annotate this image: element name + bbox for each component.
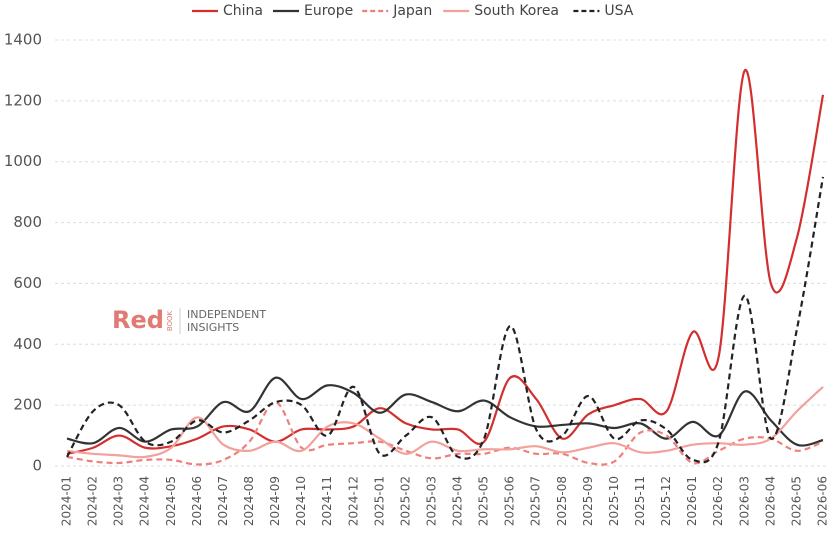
x-tick-label: 2024-10 xyxy=(294,476,308,526)
watermark-line: INSIGHTS xyxy=(187,321,239,334)
legend-label: China xyxy=(223,3,263,19)
watermark-sub: BOOK xyxy=(166,310,174,331)
x-tick-label: 2024-05 xyxy=(164,476,178,526)
legend-label: South Korea xyxy=(474,3,559,19)
x-tick-label: 2026-02 xyxy=(711,476,725,526)
x-tick-label: 2024-02 xyxy=(86,476,100,526)
x-tick-label: 2026-03 xyxy=(737,476,751,526)
x-tick-label: 2026-05 xyxy=(789,476,803,526)
x-tick-label: 2025-03 xyxy=(424,476,438,526)
x-tick-label: 2025-06 xyxy=(503,476,517,526)
series-line xyxy=(66,376,824,447)
series-line xyxy=(66,69,825,455)
x-tick-label: 2025-12 xyxy=(659,476,673,526)
x-tick-label: 2024-03 xyxy=(112,476,126,526)
watermark-line: INDEPENDENT xyxy=(187,308,266,321)
x-tick-label: 2026-06 xyxy=(816,476,830,526)
x-tick-label: 2024-12 xyxy=(346,476,360,526)
y-tick-label: 600 xyxy=(13,274,42,292)
x-tick-label: 2025-11 xyxy=(633,476,647,526)
x-tick-label: 2026-01 xyxy=(685,476,699,526)
x-tick-label: 2026-04 xyxy=(763,476,777,526)
x-tick-label: 2025-01 xyxy=(372,476,386,526)
x-tick-label: 2024-04 xyxy=(138,476,152,526)
x-tick-label: 2025-10 xyxy=(607,476,621,526)
y-tick-label: 0 xyxy=(32,457,42,475)
x-tick-label: 2024-06 xyxy=(190,476,204,526)
x-tick-label: 2025-07 xyxy=(529,476,543,526)
series-line xyxy=(66,401,824,466)
legend-label: Europe xyxy=(304,3,353,19)
series-line xyxy=(66,176,825,464)
legend-label: USA xyxy=(604,3,633,19)
legend-label: Japan xyxy=(392,3,432,19)
x-tick-label: 2024-09 xyxy=(268,476,282,526)
x-tick-label: 2024-07 xyxy=(216,476,230,526)
y-tick-label: 1000 xyxy=(4,152,42,170)
y-tick-label: 1200 xyxy=(4,91,42,109)
x-tick-label: 2024-08 xyxy=(242,476,256,526)
x-tick-label: 2025-08 xyxy=(555,476,569,526)
x-tick-label: 2025-02 xyxy=(398,476,412,526)
x-tick-label: 2025-09 xyxy=(581,476,595,526)
y-tick-label: 800 xyxy=(13,213,42,231)
x-tick-label: 2024-01 xyxy=(60,476,74,526)
x-tick-label: 2025-05 xyxy=(477,476,491,526)
y-tick-label: 400 xyxy=(13,335,42,353)
y-tick-label: 1400 xyxy=(4,31,42,49)
watermark-brand: Red xyxy=(112,306,164,334)
x-tick-label: 2024-11 xyxy=(320,476,334,526)
series-line xyxy=(66,386,824,459)
x-tick-label: 2025-04 xyxy=(451,476,465,526)
y-tick-label: 200 xyxy=(13,396,42,414)
